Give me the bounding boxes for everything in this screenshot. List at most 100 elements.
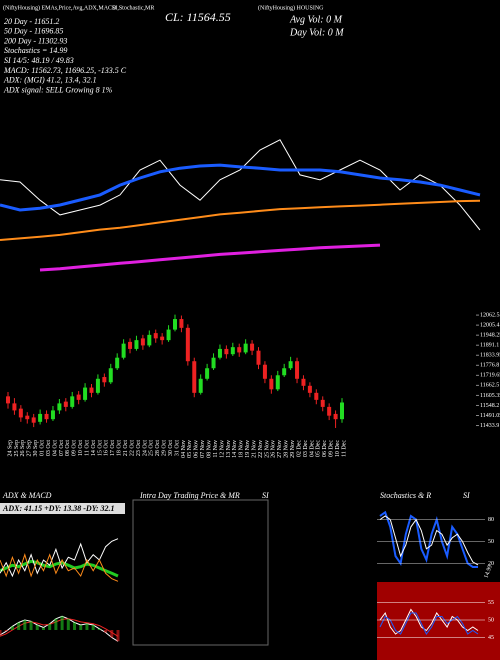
series-line <box>0 615 119 642</box>
macd-bar <box>41 627 45 630</box>
adx-label: ADX: 41.15 +DY: 13.38 -DY: 32.1 <box>2 504 115 513</box>
x-tick-label: 24 Sep <box>7 440 13 457</box>
panel-title: Stochastics & R <box>380 491 431 500</box>
macd-bar <box>85 623 89 630</box>
macd-bar <box>110 630 114 638</box>
x-tick-label: 03 Oct <box>46 440 52 456</box>
x-tick-label: 10 Dec <box>335 440 341 457</box>
series-line <box>0 199 481 241</box>
candle-body <box>18 408 23 418</box>
x-tick-label: 28 Oct <box>155 440 161 456</box>
x-tick-label: 01 Oct <box>39 440 45 456</box>
macd-bar <box>4 630 8 632</box>
macd-bar <box>23 620 27 630</box>
candle-body <box>282 368 287 376</box>
candle-body <box>153 333 158 339</box>
x-tick-label: 11 Nov <box>213 440 219 458</box>
x-tick-label: 02 Dec <box>296 440 302 457</box>
candle-body <box>160 336 165 341</box>
y-tick-label: 11776.8 <box>480 363 499 369</box>
y-tick-label: 20 <box>488 561 494 567</box>
x-tick-label: 31 Oct <box>174 440 180 456</box>
macd-bar <box>35 625 39 630</box>
y-tick-label: 11833.95 <box>480 353 500 359</box>
macd-bar <box>60 616 64 630</box>
y-tick-label: 50 <box>488 539 494 545</box>
candle-body <box>211 357 216 369</box>
candle-body <box>44 413 49 420</box>
candle-body <box>333 413 338 420</box>
indicator-line: Stochastics = 14.99 <box>4 46 67 55</box>
x-tick-label: 04 Dec <box>309 440 315 457</box>
macd-bar <box>91 625 95 630</box>
intraday-box <box>132 499 269 646</box>
x-tick-label: 03 Dec <box>303 440 309 457</box>
y-tick-label: 11491.05 <box>480 413 500 419</box>
macd-bar <box>97 628 101 630</box>
candle-body <box>6 396 10 404</box>
x-tick-label: 25 Sep <box>14 440 20 457</box>
x-tick-label: 16 Oct <box>104 440 110 456</box>
macd-bar <box>116 630 120 642</box>
candle-body <box>70 396 75 407</box>
x-tick-label: 26 Sep <box>20 440 26 457</box>
macd-bar <box>104 630 108 633</box>
series-line <box>0 538 119 578</box>
x-tick-label: 11 Oct <box>84 440 90 456</box>
candle-body <box>262 364 267 379</box>
candle-body <box>230 347 235 355</box>
candle-body <box>243 343 248 353</box>
x-tick-label: 26 Nov <box>271 440 277 458</box>
x-tick-label: 09 Dec <box>329 440 335 457</box>
candle-body <box>63 401 68 407</box>
panel-tag: SI <box>463 491 470 500</box>
candle-body <box>269 378 274 390</box>
x-tick-label: 28 Nov <box>284 440 290 458</box>
candle-body <box>115 357 120 369</box>
indicator-line: 50 Day - 11696.85 <box>4 27 63 36</box>
x-tick-label: 11 Dec <box>341 440 347 457</box>
x-tick-label: 04 Nov <box>181 440 187 458</box>
candle-body <box>275 375 280 390</box>
header-mid: SI,Stochastic,MR <box>112 5 154 11</box>
candle-body <box>25 415 30 420</box>
candle-body <box>12 403 17 411</box>
y-tick-label: 11605.35 <box>480 393 500 399</box>
panel-title: Intra Day Trading Price & MR <box>139 491 240 500</box>
candle-body <box>95 378 100 393</box>
candle-body <box>50 410 55 420</box>
rsi-background <box>377 582 500 660</box>
candle-body <box>121 343 126 358</box>
x-tick-label: 24 Oct <box>142 440 148 456</box>
candle-body <box>185 327 190 362</box>
y-tick-label: 45 <box>488 635 494 641</box>
series-line <box>0 139 481 231</box>
x-tick-label: 18 Oct <box>117 440 123 456</box>
x-tick-label: 18 Nov <box>239 440 245 458</box>
x-tick-label: 10 Oct <box>78 440 84 456</box>
candle-body <box>38 413 43 422</box>
candle-body <box>173 319 177 330</box>
macd-bar <box>29 621 33 630</box>
avg-vol: Avg Vol: 0 M <box>289 14 343 25</box>
indicator-line: MACD: 11562.73, 11696.25, -133.5 C <box>3 66 127 75</box>
candle-body <box>179 319 184 328</box>
candle-body <box>102 377 107 383</box>
y-tick-label: 50 <box>488 617 494 623</box>
adx-label-box <box>0 503 125 514</box>
x-tick-label: 06 Dec <box>322 440 328 457</box>
candle-body <box>307 385 312 393</box>
candle-body <box>89 387 94 393</box>
x-tick-label: 23 Oct <box>136 440 142 456</box>
candle-body <box>192 361 197 393</box>
series-line <box>379 608 479 635</box>
macd-bar <box>0 630 2 635</box>
x-tick-label: 04 Oct <box>52 440 58 456</box>
candle-body <box>314 392 319 400</box>
macd-bar <box>79 625 83 630</box>
macd-bar <box>54 618 58 630</box>
x-tick-label: 09 Oct <box>72 440 78 456</box>
y-tick-label: 11719.65 <box>480 373 500 379</box>
header-title: (NiftyHousing) EMAs,Price,Avg,ADX,MACD <box>3 4 117 11</box>
